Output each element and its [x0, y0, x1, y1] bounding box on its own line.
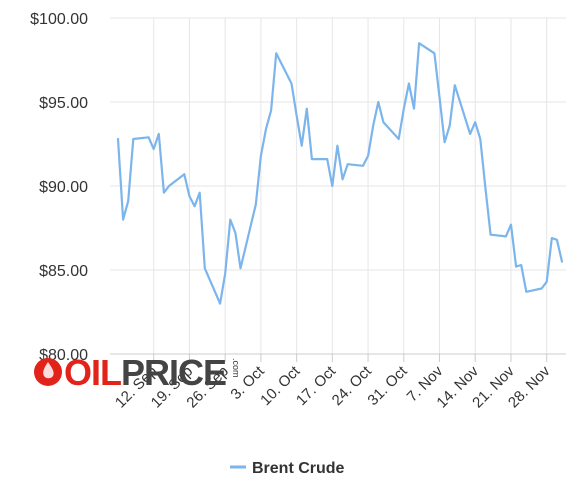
y-tick-label: $90.00 — [39, 179, 88, 196]
logo-text-oil: OIL — [64, 352, 121, 390]
oil-drop-highlight — [43, 362, 54, 379]
legend-label-brent-crude: Brent Crude — [252, 460, 345, 477]
logo-text-price: PRICE — [121, 352, 226, 390]
y-axis: $80.00$85.00$90.00$95.00$100.00 — [30, 11, 88, 364]
legend[interactable]: Brent Crude — [230, 460, 345, 477]
y-tick-label: $100.00 — [30, 11, 88, 28]
logo-text-com: .com — [231, 358, 240, 378]
y-tick-label: $95.00 — [39, 95, 88, 112]
y-tick-label: $85.00 — [39, 263, 88, 280]
oilprice-logo: OILPRICE .com — [34, 352, 240, 390]
grid — [110, 17, 566, 355]
series-group — [116, 42, 564, 305]
logo-wordmark: OILPRICE — [64, 352, 226, 390]
series-line-brent-crude[interactable] — [116, 42, 564, 305]
x-tick-label: 31. Oct — [364, 362, 411, 409]
